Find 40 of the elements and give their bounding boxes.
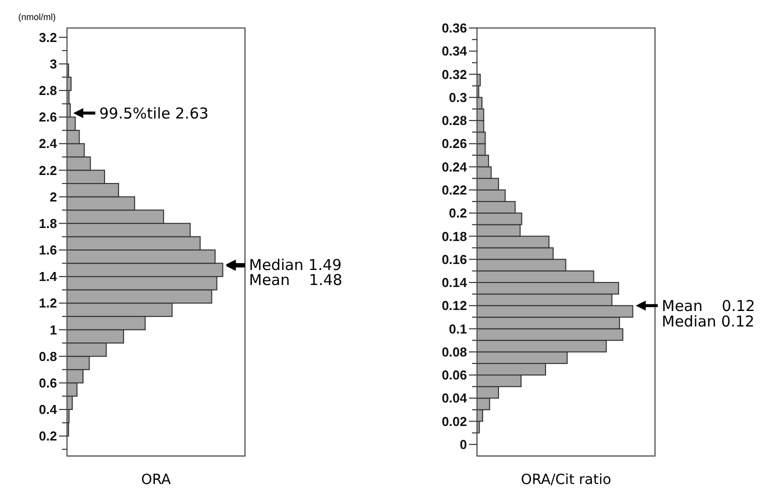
y-tick-label: 0.8	[38, 348, 57, 364]
x-axis-title: ORA	[141, 472, 172, 488]
y-tick-label: 3	[50, 56, 57, 72]
y-tick-label: 0.18	[442, 228, 467, 244]
y-tick-label: 0.08	[442, 344, 467, 360]
y-tick-label: 0.02	[442, 414, 467, 429]
y-tick-label: 0.2	[448, 206, 467, 221]
y-tick-label: 0.3	[448, 90, 467, 105]
y-tick-label: 0.2	[38, 428, 57, 444]
y-tick-label: 0.1	[448, 321, 467, 336]
y-tick-label: 1.2	[38, 296, 57, 311]
y-tick-label: 0.16	[442, 252, 467, 267]
y-tick-label: 1.4	[38, 269, 58, 284]
y-tick-label: 2.6	[38, 110, 57, 125]
y-tick-label: 0.06	[442, 368, 467, 383]
y-tick-label: 2.8	[38, 83, 57, 98]
y-tick-label: 0.32	[442, 66, 467, 82]
y-tick-label: 0.28	[442, 113, 467, 128]
y-tick-label: 0.34	[442, 44, 468, 59]
y-tick-label: 0.22	[442, 182, 467, 198]
y-tick-label: 1.8	[38, 216, 57, 231]
y-tick-label: 0	[460, 436, 467, 452]
y-tick-label: 0.36	[442, 20, 467, 36]
y-axis-title: (nmol/ml)	[18, 12, 56, 22]
x-axis-title: ORA/Cit ratio	[520, 472, 612, 488]
y-tick-label: 2.4	[38, 136, 58, 152]
ref-line-label: 99.5%tile 2.63	[99, 104, 209, 122]
y-tick-label: 0.04	[442, 390, 468, 406]
ref-line-label: Mean 0.12 Median 0.12	[662, 296, 756, 331]
y-tick-label: 0.26	[442, 136, 467, 152]
y-tick-label: 2.2	[38, 162, 57, 178]
y-tick-label: 0.24	[442, 159, 468, 174]
y-tick-label: 1	[50, 322, 57, 338]
y-tick-label: 0.12	[442, 298, 467, 314]
y-tick-label: 1.6	[38, 242, 57, 258]
y-tick-label: 0.4	[38, 402, 58, 418]
y-tick-label: 3.2	[38, 30, 57, 45]
y-tick-label: 0.14	[442, 275, 468, 290]
y-tick-label: 0.6	[38, 375, 57, 390]
y-tick-label: 2	[50, 189, 57, 204]
